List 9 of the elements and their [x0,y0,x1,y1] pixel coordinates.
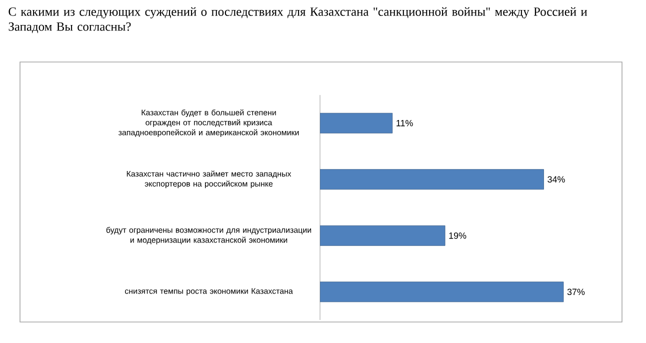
data-label: 11% [396,120,413,126]
bar [320,282,564,302]
chart-title: С какими из следующих суждений о последствиях для Казахстана "санкционной войны" между Россией и Западом Вы согласны? [8,7,588,34]
data-label: 19% [449,232,466,239]
bar [320,112,393,134]
data-label: 37% [567,288,585,296]
bar [320,225,446,246]
bar [320,169,544,190]
data-label: 34% [548,176,565,183]
